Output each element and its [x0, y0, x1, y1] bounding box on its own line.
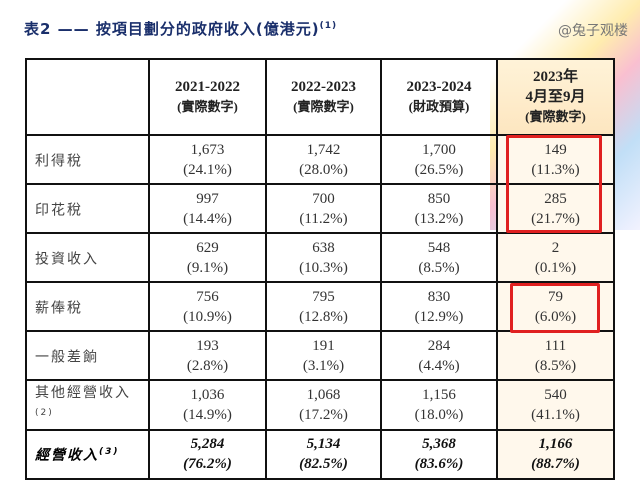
header-col: 2021-2022 (實際數字) [148, 58, 267, 136]
table-row: 其他經營收入(2) 1,036 (14.9%) 1,068 (17.2%) 1,156 (1… [25, 379, 615, 431]
value-cell: 638 (10.3%) [265, 232, 382, 283]
row-label: 利得稅 [25, 134, 150, 185]
row-label: 投資收入 [25, 232, 150, 283]
highlight-box [506, 135, 602, 233]
value-cell: 284 (4.4%) [380, 330, 498, 381]
value-cell: 997 (14.4%) [148, 183, 267, 234]
value-cell: 1,742 (28.0%) [265, 134, 382, 185]
value-cell: 111 (8.5%) [496, 330, 615, 381]
value-cell: 1,036 (14.9%) [148, 379, 267, 431]
value-cell: 193 (2.8%) [148, 330, 267, 381]
value-cell: 629 (9.1%) [148, 232, 267, 283]
value-cell: 700 (11.2%) [265, 183, 382, 234]
value-cell: 756 (10.9%) [148, 281, 267, 332]
highlight-box [510, 283, 600, 333]
header-col: 2022-2023 (實際數字) [265, 58, 382, 136]
table-row: 利得稅 1,673 (24.1%) 1,742 (28.0%) 1,700 (26.5%) 1… [25, 134, 615, 185]
value-cell: 1,673 (24.1%) [148, 134, 267, 185]
value-cell: 191 (3.1%) [265, 330, 382, 381]
header-col: 2023年 4月至9月 (實際數字) [496, 58, 615, 136]
value-cell: 795 (12.8%) [265, 281, 382, 332]
table-row: 印花稅 997 (14.4%) 700 (11.2%) 850 (13.2%) 285 (21.… [25, 183, 615, 234]
table-row: 投資收入 629 (9.1%) 638 (10.3%) 548 (8.5%) 2 (0.1%) [25, 232, 615, 283]
row-label: 經營收入(3) [25, 428, 150, 480]
value-cell: 1,166 (88.7%) [496, 428, 615, 480]
revenue-table: 2021-2022 (實際數字) 2022-2023 (實際數字) 2023-202… [25, 58, 615, 480]
value-cell: 149 (11.3%) [496, 134, 615, 185]
value-cell: 285 (21.7%) [496, 183, 615, 234]
value-cell: 5,134 (82.5%) [265, 428, 382, 480]
row-label: 其他經營收入(2) [25, 379, 150, 431]
watermark: @兔子观楼 [558, 23, 628, 39]
table-row: 一般差餉 193 (2.8%) 191 (3.1%) 284 (4.4%) 111 (8.5%) [25, 330, 615, 381]
value-cell: 79 (6.0%) [496, 281, 615, 332]
row-label: 印花稅 [25, 183, 150, 234]
value-cell: 5,284 (76.2%) [148, 428, 267, 480]
row-label: 一般差餉 [25, 330, 150, 381]
table-row: 經營收入(3) 5,284 (76.2%) 5,134 (82.5%) 5,368 (83.… [25, 428, 615, 480]
table-title: 表2 —— 按項目劃分的政府收入(億港元)(1) [24, 20, 338, 38]
value-cell: 548 (8.5%) [380, 232, 498, 283]
header-row: 2021-2022 (實際數字) 2022-2023 (實際數字) 2023-202… [25, 58, 615, 136]
value-cell: 1,068 (17.2%) [265, 379, 382, 431]
table-row: 薪俸稅 756 (10.9%) 795 (12.8%) 830 (12.9%) 79 (6.0%… [25, 281, 615, 332]
value-cell: 850 (13.2%) [380, 183, 498, 234]
value-cell: 540 (41.1%) [496, 379, 615, 431]
row-label: 薪俸稅 [25, 281, 150, 332]
value-cell: 5,368 (83.6%) [380, 428, 498, 480]
header-col: 2023-2024 (財政預算) [380, 58, 498, 136]
value-cell: 1,700 (26.5%) [380, 134, 498, 185]
value-cell: 2 (0.1%) [496, 232, 615, 283]
value-cell: 1,156 (18.0%) [380, 379, 498, 431]
value-cell: 830 (12.9%) [380, 281, 498, 332]
header-empty [25, 58, 150, 136]
